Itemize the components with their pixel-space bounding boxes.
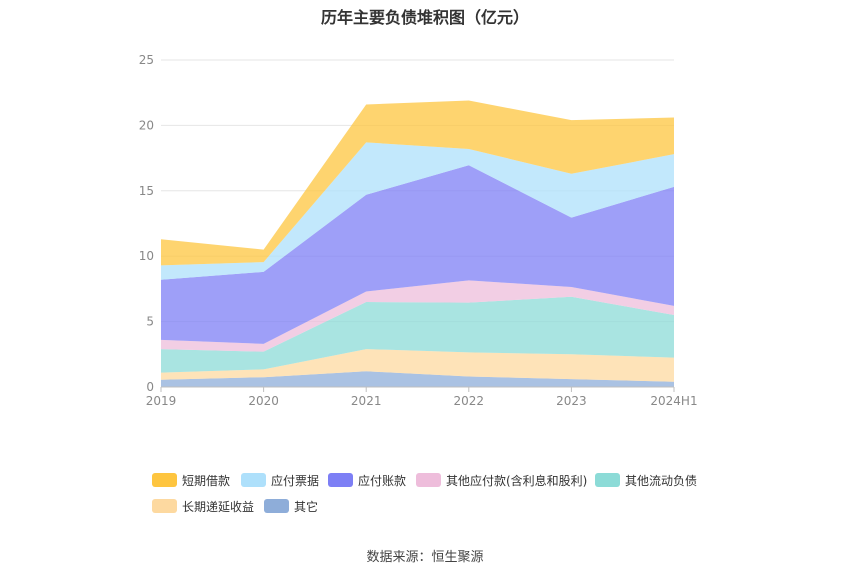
x-tick-label: 2020: [248, 394, 279, 408]
axes: 0 5 10 15 20 25 2019 2020 2021 2022 2023 2024H1: [139, 53, 698, 408]
legend-label: 其他流动负债: [625, 473, 698, 488]
y-tick-label: 20: [139, 118, 154, 132]
x-tick-label: 2023: [556, 394, 587, 408]
legend-item-others[interactable]: 其它: [264, 498, 318, 514]
legend-swatch: [595, 473, 620, 487]
area-series-path[interactable]: 长期递延收益: [161, 349, 674, 382]
legend-swatch: [152, 499, 177, 513]
y-tick-label: 15: [139, 184, 154, 198]
legend-item-accounts-payable[interactable]: 应付账款: [328, 472, 406, 488]
legend-label: 短期借款: [182, 473, 231, 488]
legend-label: 长期递延收益: [182, 499, 255, 514]
y-tick-label: 10: [139, 249, 154, 263]
y-tick-label: 0: [146, 380, 154, 394]
legend-label: 其他应付款(含利息和股利): [446, 473, 588, 488]
legend-item-short-term-loans[interactable]: 短期借款: [152, 472, 230, 488]
legend-swatch: [416, 473, 441, 487]
legend-item-other-current-liabilities[interactable]: 其他流动负债: [595, 472, 697, 488]
legend-label: 应付账款: [358, 473, 407, 488]
y-tick-label: 25: [139, 53, 154, 67]
legend-swatch: [328, 473, 353, 487]
chart-title: 历年主要负债堆积图（亿元）: [320, 8, 529, 27]
legend-item-other-payables[interactable]: 其他应付款(含利息和股利): [416, 472, 587, 488]
legend-swatch: [241, 473, 266, 487]
area-series-path[interactable]: 其他应付款(含利息和股利): [161, 280, 674, 352]
legend-item-notes-payable[interactable]: 应付票据: [241, 472, 319, 488]
source-note: 数据来源：恒生聚源: [366, 550, 484, 565]
legend-swatch: [152, 473, 177, 487]
x-tick-label: 2019: [146, 394, 177, 408]
legend-label: 其它: [294, 499, 319, 514]
legend-swatch: [264, 499, 289, 513]
area-series-path[interactable]: 应付票据: [161, 142, 674, 280]
x-tick-label: 2022: [454, 394, 485, 408]
area-series-path[interactable]: 短期借款: [161, 100, 674, 266]
x-tick-label: 2024H1: [650, 394, 697, 408]
y-tick-label: 5: [146, 315, 154, 329]
legend-label: 应付票据: [271, 473, 320, 488]
area-series-path[interactable]: 应付账款: [161, 165, 674, 344]
area-series-path[interactable]: 其它: [161, 371, 674, 387]
area-series: 其它长期递延收益其他流动负债其他应付款(含利息和股利)应付账款应付票据短期借款: [161, 100, 674, 387]
area-series-path[interactable]: 其他流动负债: [161, 296, 674, 373]
x-tick-label: 2021: [351, 394, 382, 408]
legend-item-deferred-income[interactable]: 长期递延收益: [152, 498, 254, 514]
